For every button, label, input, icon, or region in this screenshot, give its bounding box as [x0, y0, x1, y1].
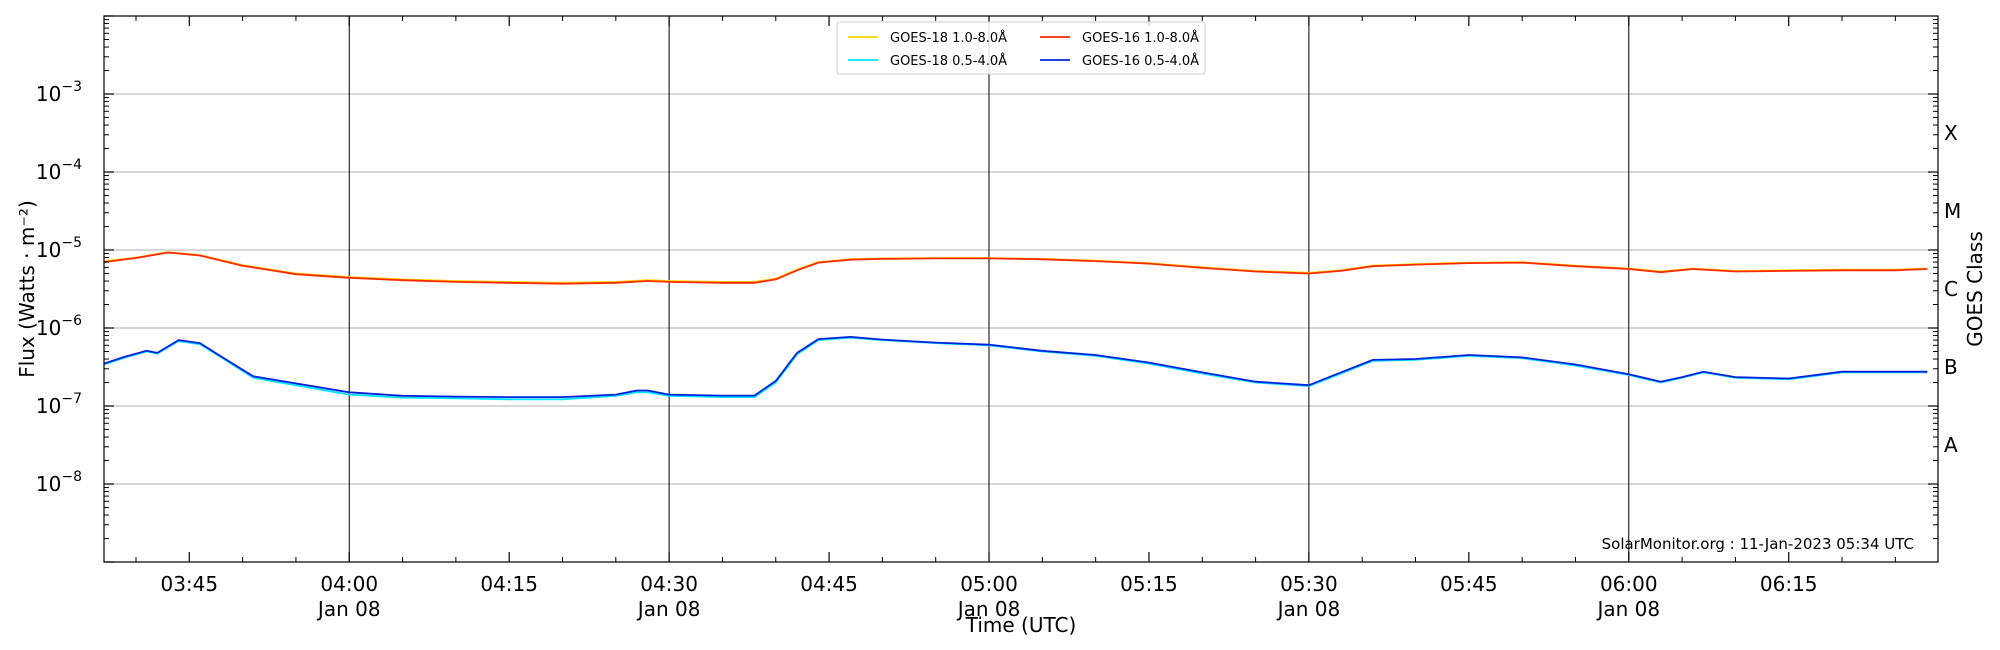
legend-label: GOES-16 0.5-4.0Å [1082, 53, 1199, 69]
series-line [103, 335, 1928, 399]
series-lines [103, 251, 1928, 401]
legend: GOES-18 1.0-8.0Å GOES-18 0.5-4.0Å GOES-16 … [836, 21, 1206, 75]
y-tick-label: 10−3 [36, 79, 82, 106]
x-axis-title: Time (UTC) [965, 613, 1077, 637]
y2-axis-title: GOES Class [1963, 231, 1987, 347]
goes-class-label: C [1944, 277, 1958, 301]
x-tick-label: 05:45 [1440, 572, 1498, 596]
x-tick-label: 05:15 [1120, 572, 1178, 596]
x-tick-label: 04:30 [640, 572, 698, 596]
x-tick-date-label: Jan 08 [316, 597, 381, 621]
y-tick-label: 10−7 [36, 391, 82, 418]
goes-class-labels: A B C M X [1944, 121, 1961, 457]
y-axis-title: Flux (Watts · m⁻²) [15, 200, 39, 378]
axis-ticks [104, 15, 1938, 563]
x-tick-label: 05:30 [1280, 572, 1338, 596]
legend-box [836, 21, 1206, 75]
legend-label: GOES-18 1.0-8.0Å [890, 30, 1007, 46]
legend-label: GOES-18 0.5-4.0Å [890, 53, 1007, 69]
x-tick-label: 06:00 [1600, 572, 1658, 596]
plot-frame [103, 15, 1939, 563]
legend-label: GOES-16 1.0-8.0Å [1082, 30, 1199, 46]
x-tick-label: 05:00 [960, 572, 1018, 596]
x-tick-label: 04:00 [320, 572, 378, 596]
x-tick-label: 04:45 [800, 572, 858, 596]
x-tick-label: 03:45 [160, 572, 218, 596]
goes-class-label: B [1944, 355, 1958, 379]
series-line [103, 251, 1928, 285]
x-tick-date-label: Jan 08 [1595, 597, 1660, 621]
x-tick-date-label: Jan 08 [956, 597, 1021, 621]
goes-class-label: X [1944, 121, 1958, 145]
x-tick-label: 04:15 [480, 572, 538, 596]
x-tick-date-label: Jan 08 [636, 597, 701, 621]
y-tick-label: 10−5 [36, 235, 82, 262]
y-tick-label: 10−4 [36, 157, 82, 184]
credit-text: SolarMonitor.org : 11-Jan-2023 05:34 UTC [1602, 535, 1914, 553]
day-boundary-lines [348, 16, 1630, 562]
goes-class-label: A [1944, 433, 1958, 457]
goes-class-label: M [1944, 199, 1961, 223]
y-tick-label: 10−8 [36, 469, 82, 496]
y-tick-label: 10−6 [36, 313, 82, 340]
x-tick-date-label: Jan 08 [1276, 597, 1341, 621]
x-tick-label: 06:15 [1760, 572, 1818, 596]
grid-lines [104, 93, 1938, 485]
